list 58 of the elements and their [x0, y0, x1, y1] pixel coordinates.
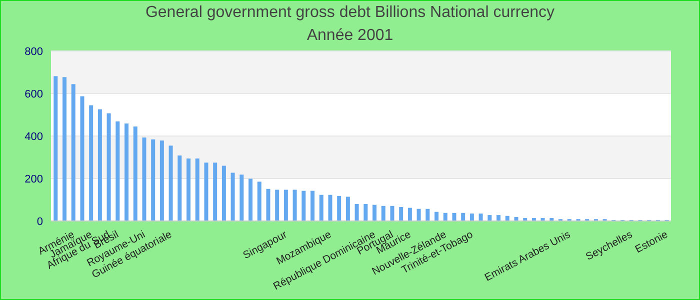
bar: [443, 212, 448, 221]
bar: [434, 212, 439, 221]
bar: [248, 178, 253, 221]
bar: [461, 212, 466, 221]
bar: [71, 84, 76, 221]
bar: [54, 76, 58, 221]
bar: [416, 208, 421, 221]
bar: [186, 158, 191, 221]
bar: [292, 190, 297, 221]
bar: [302, 190, 306, 221]
y-tick-label: 400: [24, 130, 43, 143]
bar: [257, 182, 262, 221]
bar: [116, 121, 120, 221]
bar: [168, 146, 173, 221]
bar: [372, 204, 377, 221]
y-tick-label: 0: [36, 216, 43, 228]
bar: [390, 206, 394, 221]
y-tick-label: 600: [24, 88, 43, 100]
chart-title: General government gross debt Billions National currency: [144, 4, 556, 22]
bar: [80, 96, 84, 221]
bar: [408, 208, 412, 221]
bar: [106, 113, 111, 221]
bar: [222, 166, 226, 221]
bar: [124, 123, 129, 221]
bar: [478, 214, 483, 221]
bar: [151, 139, 156, 221]
chart-subtitle: Année 2001: [306, 27, 394, 45]
bar: [399, 206, 404, 221]
bar: [346, 196, 350, 221]
bar: [213, 162, 218, 221]
bar: [496, 215, 501, 221]
bar: [381, 206, 386, 221]
y-tick-label: 200: [24, 173, 43, 186]
bar: [240, 174, 244, 221]
bar: [319, 194, 324, 221]
bar: [89, 105, 94, 221]
bar: [275, 190, 280, 221]
bar: [452, 212, 456, 221]
bar: [98, 109, 102, 221]
bar: [488, 215, 492, 221]
bar: [310, 190, 315, 221]
bar: [364, 204, 368, 221]
bar: [354, 204, 359, 221]
bar: [266, 188, 270, 221]
bar: [195, 158, 200, 221]
bar: [160, 140, 164, 221]
bar: [470, 214, 474, 221]
bar: [284, 190, 288, 221]
bar: [204, 162, 208, 221]
y-tick-label: 800: [24, 46, 43, 58]
bar: [133, 126, 138, 221]
bar: [142, 137, 146, 221]
bar: [426, 208, 430, 221]
bar: [337, 196, 342, 221]
bar: [328, 194, 332, 221]
bar: [62, 77, 67, 221]
bar: [230, 172, 235, 221]
bar: [178, 156, 182, 221]
